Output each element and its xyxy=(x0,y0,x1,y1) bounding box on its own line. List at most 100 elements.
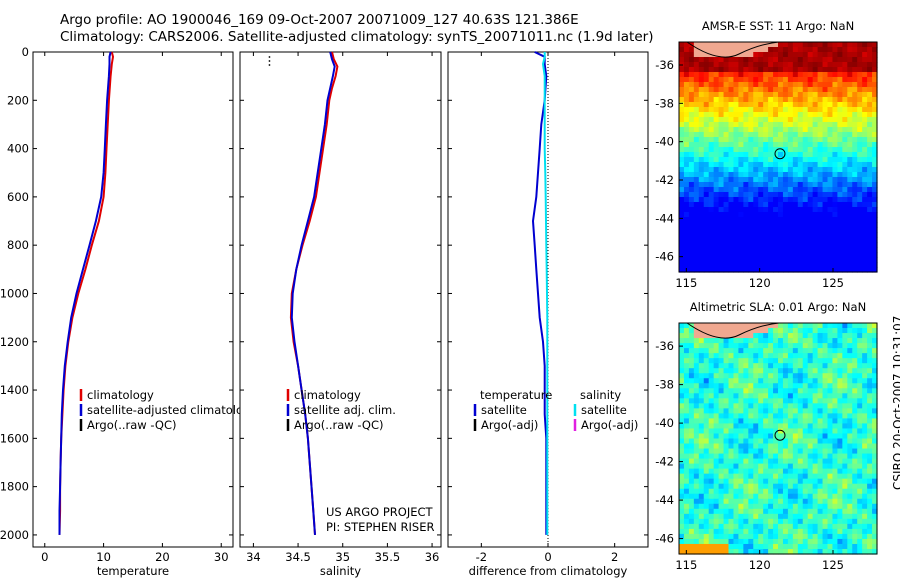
sla-map-cell xyxy=(713,433,720,440)
sst-map-cell xyxy=(773,72,779,78)
sla-map-cell xyxy=(792,428,799,435)
sla-map-cell xyxy=(837,483,843,490)
sst-map-cell xyxy=(847,137,853,143)
sst-map-cell xyxy=(679,172,685,178)
sla-map-cell xyxy=(698,423,705,430)
sst-map-cell xyxy=(802,52,809,58)
sst-map-cell xyxy=(792,112,799,118)
sst-map-cell xyxy=(753,107,759,113)
sst-map-cell xyxy=(753,47,759,53)
sst-map-cell xyxy=(817,242,824,248)
sla-map-cell xyxy=(683,543,690,550)
sla-map-cell xyxy=(872,543,878,550)
sst-map-cell xyxy=(807,207,814,213)
sla-map-cell xyxy=(683,438,690,445)
sla-map-cell xyxy=(872,423,878,430)
sst-map-cell xyxy=(837,102,843,108)
sst-map-cell xyxy=(832,202,838,208)
sst-map-cell xyxy=(842,127,848,133)
sst-map-cell xyxy=(698,232,705,238)
sst-map-cell xyxy=(738,67,744,73)
sst-map-cell xyxy=(827,262,834,268)
sst-map-cell xyxy=(723,232,730,238)
sla-map-cell xyxy=(862,408,868,414)
sst-map-cell xyxy=(862,237,868,243)
sst-map-cell xyxy=(822,87,829,93)
sst-map-cell xyxy=(703,102,710,108)
sst-map-ytick-label: -40 xyxy=(655,135,674,149)
sla-map-cell xyxy=(867,473,873,480)
sst-map-cell xyxy=(679,267,685,273)
sst-map-xtick-label: 115 xyxy=(675,276,697,290)
sla-map-cell xyxy=(743,433,749,440)
sla-map-cell xyxy=(758,543,764,550)
sla-map-cell xyxy=(807,328,814,334)
sla-map-cell xyxy=(812,403,819,409)
sst-map-cell xyxy=(698,162,705,168)
sst-map-cell xyxy=(708,87,715,93)
sla-map-cell xyxy=(867,383,873,389)
sla-map-cell xyxy=(822,538,829,545)
sla-map-cell xyxy=(723,323,730,329)
sla-map-cell xyxy=(708,463,715,470)
sla-map-cell xyxy=(778,383,784,389)
sla-map-cell xyxy=(728,543,735,550)
sst-map-cell xyxy=(763,107,769,113)
sla-map-cell xyxy=(768,408,774,414)
sla-map-cell xyxy=(703,548,710,555)
sla-map-cell xyxy=(758,473,764,480)
sla-map-cell xyxy=(728,388,735,394)
sla-map-cell xyxy=(842,343,848,349)
sla-map-cell xyxy=(708,458,715,465)
sla-map-cell xyxy=(723,413,730,420)
sst-map-cell xyxy=(679,92,685,98)
sla-map-cell xyxy=(748,338,754,344)
sst-map-cell xyxy=(827,162,834,168)
sla-map-cell xyxy=(812,328,819,334)
sla-map-cell xyxy=(773,478,779,485)
sla-map-cell xyxy=(693,503,700,510)
sla-map-cell xyxy=(817,388,824,394)
sst-map-cell xyxy=(748,197,754,203)
sla-map-cell xyxy=(792,413,799,420)
sst-map-cell xyxy=(698,237,705,243)
sla-map-cell xyxy=(748,353,754,359)
sla-map-cell xyxy=(698,408,705,414)
sla-map-cell xyxy=(847,513,853,520)
sla-map-cell xyxy=(807,518,814,525)
sst-map-cell xyxy=(837,127,843,133)
sst-map-cell xyxy=(778,267,784,273)
sla-map-cell xyxy=(802,463,809,470)
sst-map-cell xyxy=(748,107,754,113)
sla-map-cell xyxy=(763,548,769,555)
sla-map-cell xyxy=(683,353,690,359)
sla-map-cell xyxy=(867,388,873,394)
sla-map-cell xyxy=(713,353,720,359)
sla-map-cell xyxy=(768,323,774,329)
sla-map-cell xyxy=(807,378,814,384)
sst-map-cell xyxy=(703,197,710,203)
sla-map-cell xyxy=(773,508,779,515)
sla-map-cell xyxy=(723,403,730,409)
sla-map-cell xyxy=(738,348,744,354)
sst-map-cell xyxy=(782,137,789,143)
sst-map-cell xyxy=(748,102,754,108)
sst-map-cell xyxy=(832,212,838,218)
sst-map-cell xyxy=(728,42,735,48)
sst-map-cell xyxy=(802,117,809,123)
sla-map-cell xyxy=(792,333,799,339)
sla-map-cell xyxy=(773,428,779,435)
sst-map-cell xyxy=(852,182,858,188)
sst-map-cell xyxy=(703,262,710,268)
sla-map-cell xyxy=(733,468,739,475)
sla-map-cell xyxy=(758,423,764,430)
sla-map-cell xyxy=(807,388,814,394)
sla-map-cell xyxy=(768,488,774,495)
sla-map-cell xyxy=(832,503,838,510)
sla-map-cell xyxy=(718,453,725,460)
sla-map-cell xyxy=(812,523,819,530)
sla-map-cell xyxy=(758,513,764,520)
sst-map-cell xyxy=(862,97,868,103)
sst-map-cell xyxy=(862,222,868,228)
sst-map-cell xyxy=(713,172,720,178)
